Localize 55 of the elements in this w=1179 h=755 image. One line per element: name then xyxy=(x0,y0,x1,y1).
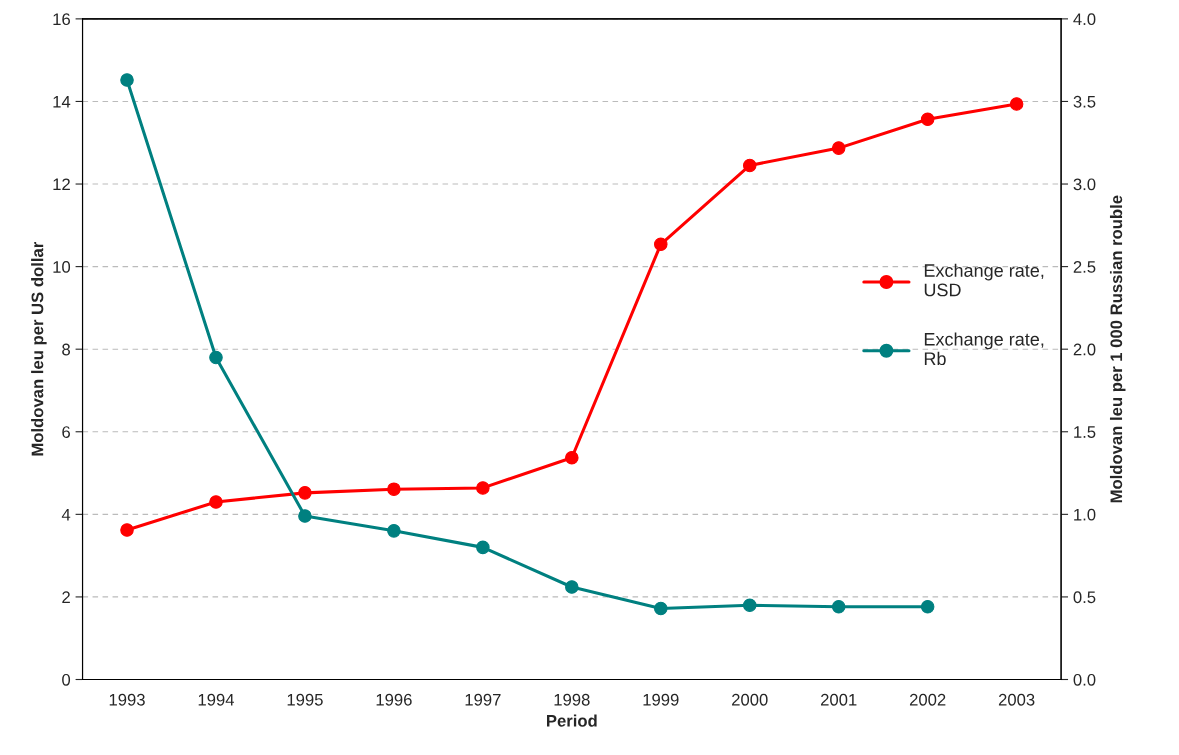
x-tick-label: 2002 xyxy=(909,693,946,706)
point xyxy=(831,600,846,614)
x-tick-label: 1997 xyxy=(465,693,501,706)
y2-tick-label: 2.5 xyxy=(1073,261,1096,273)
point xyxy=(1009,97,1024,111)
point xyxy=(298,486,312,500)
point xyxy=(387,482,401,496)
x-tick-label: 1994 xyxy=(198,693,235,706)
point xyxy=(920,112,935,126)
y-tick-label: 10 xyxy=(53,261,71,273)
y-tick-label: 2 xyxy=(62,591,70,603)
y2-tick-label: 3.0 xyxy=(1073,178,1096,191)
x-tick-label: 1995 xyxy=(287,693,323,706)
x-tick-label: 2000 xyxy=(732,693,768,706)
y2-axis-title: Moldovan leu per 1 000 Russian rouble xyxy=(1109,195,1126,503)
y2-tick-label: 2.0 xyxy=(1073,343,1096,356)
point xyxy=(654,601,668,616)
point xyxy=(565,580,579,594)
point xyxy=(298,509,312,523)
point xyxy=(742,158,757,173)
point xyxy=(209,350,223,365)
y-tick-label: 8 xyxy=(62,343,70,356)
legend-label: Exchange rate, Rb xyxy=(924,332,1044,366)
y2-tick-label: 0.5 xyxy=(1073,591,1096,604)
x-tick-label: 2001 xyxy=(821,693,857,706)
legend-label: Exchange rate, USD xyxy=(924,263,1044,297)
point xyxy=(476,540,490,555)
y-tick-label: 4 xyxy=(61,508,71,521)
point xyxy=(831,141,846,155)
y-tick-label: 16 xyxy=(53,13,70,26)
x-tick-label: 1996 xyxy=(376,693,412,706)
y-tick-label: 6 xyxy=(62,426,70,438)
y2-tick-label: 4.0 xyxy=(1073,13,1096,26)
point xyxy=(209,495,223,509)
point xyxy=(120,73,134,87)
point xyxy=(565,451,579,465)
x-tick-label: 2003 xyxy=(998,693,1035,706)
y2-tick-label: 1.0 xyxy=(1074,508,1096,521)
point xyxy=(387,524,401,538)
point xyxy=(920,600,935,614)
y-axis-title: Moldovan leu per US dollar xyxy=(31,242,47,456)
x-tick-label: 1999 xyxy=(643,693,679,706)
x-tick-label: 1993 xyxy=(109,693,145,706)
point xyxy=(120,523,134,537)
y-tick-label: 0 xyxy=(62,673,71,686)
y2-tick-label: 0.0 xyxy=(1073,673,1096,686)
y2-tick-label: 1.5 xyxy=(1074,426,1096,438)
y2-tick-label: 3.5 xyxy=(1073,95,1096,108)
y-tick-label: 12 xyxy=(53,178,70,191)
point xyxy=(742,598,757,612)
x-tick-label: 1998 xyxy=(554,693,590,706)
point xyxy=(476,481,490,495)
y-tick-label: 14 xyxy=(53,96,71,108)
x-axis-title: Period xyxy=(547,714,597,727)
point xyxy=(654,237,668,252)
